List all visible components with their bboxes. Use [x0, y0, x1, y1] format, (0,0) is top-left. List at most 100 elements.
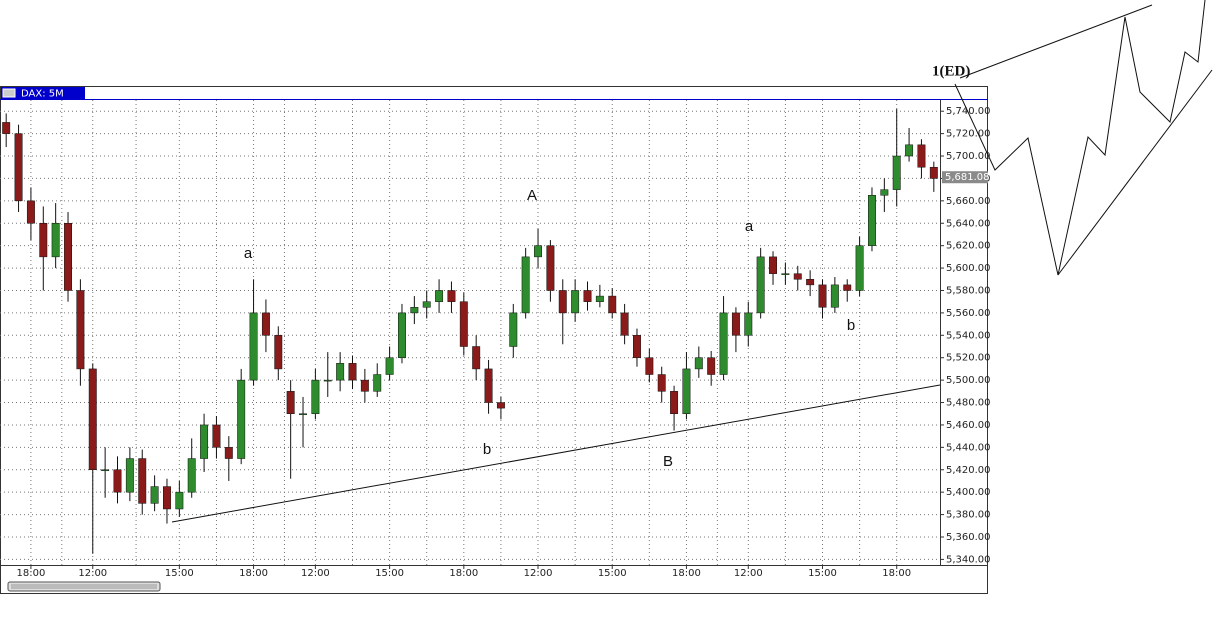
candle-body — [14, 133, 23, 202]
candle-body — [719, 312, 728, 375]
candle-body — [645, 357, 654, 375]
candle-body — [682, 368, 691, 414]
wave-annotation: b — [847, 317, 855, 334]
candle-body — [595, 295, 604, 302]
y-tick-label: 5,360.00 — [946, 532, 991, 543]
wave-upper-line — [959, 4, 1153, 79]
y-tick-label: 5,480.00 — [946, 398, 991, 409]
candle-body — [929, 166, 938, 179]
wave-annotation: A — [527, 187, 537, 204]
tab-icon — [2, 88, 16, 98]
candle-body — [212, 424, 221, 448]
candle-body — [187, 458, 196, 493]
x-tick-label: 18:00 — [17, 568, 46, 579]
y-tick-label: 5,400.00 — [946, 487, 991, 498]
candle-body — [657, 374, 666, 392]
candle-body — [905, 144, 914, 157]
last-price-box — [942, 171, 988, 184]
y-tick-label: 5,380.00 — [946, 510, 991, 521]
candle-body — [521, 256, 530, 314]
candle-body — [410, 307, 419, 314]
candle-body — [348, 363, 357, 381]
wave-lower-line — [1057, 69, 1213, 276]
candle-body — [571, 290, 580, 314]
y-tick-label: 5,560.00 — [946, 308, 991, 319]
candle-body — [855, 245, 864, 291]
candle-body — [509, 312, 518, 347]
x-tick-label: 15:00 — [375, 568, 404, 579]
wave-annotation: B — [663, 453, 673, 470]
candle-body — [472, 346, 481, 370]
x-tick-label: 12:00 — [524, 568, 553, 579]
y-tick-label: 5,720.00 — [946, 129, 991, 140]
tab[interactable] — [1, 87, 85, 99]
candle-body — [138, 458, 147, 504]
y-tick-label: 5,740.00 — [946, 106, 991, 117]
y-tick-label: 5,600.00 — [946, 263, 991, 274]
chart-frame — [0, 86, 988, 594]
candle-body — [534, 245, 542, 258]
candle-body — [249, 312, 258, 381]
x-tick-label: 12:00 — [301, 568, 330, 579]
candle-body — [286, 391, 295, 414]
candle-body — [2, 122, 11, 134]
candle-body — [323, 379, 332, 382]
candle-body — [818, 284, 827, 308]
candle-body — [546, 245, 555, 291]
candle-body — [583, 290, 592, 302]
x-tick-label: 18:00 — [672, 568, 701, 579]
candle-body — [781, 273, 790, 275]
y-tick-label: 5,540.00 — [946, 330, 991, 341]
candle-body — [756, 256, 765, 314]
candle-body — [707, 357, 716, 375]
candle-body — [558, 290, 567, 314]
candle-body — [917, 144, 926, 168]
y-tick-label: 5,440.00 — [946, 442, 991, 453]
candle-body — [620, 312, 629, 336]
candle-body — [51, 223, 60, 258]
candle-body — [496, 402, 505, 409]
last-price-label: 5,681.08 — [945, 172, 990, 183]
candle-body — [459, 301, 468, 347]
candle-body — [88, 368, 97, 471]
candle-body — [64, 223, 72, 291]
y-tick-label: 5,460.00 — [946, 420, 991, 431]
candle-body — [101, 469, 110, 472]
candle-body — [175, 491, 184, 510]
candle-body — [385, 357, 394, 375]
x-tick-label: 15:00 — [165, 568, 194, 579]
candle-body — [892, 155, 901, 190]
candle-body — [435, 290, 444, 302]
x-tick-label: 12:00 — [734, 568, 763, 579]
candle-body — [422, 301, 431, 308]
candle-body — [311, 379, 320, 414]
candle-body — [26, 200, 35, 224]
chart-title: DAX: 5M — [21, 89, 64, 100]
candle-body — [398, 312, 406, 358]
y-tick-label: 5,700.00 — [946, 151, 991, 162]
x-tick-label: 18:00 — [449, 568, 478, 579]
candle-body — [744, 312, 753, 336]
candle-body — [670, 391, 679, 414]
candle-body — [39, 223, 48, 258]
candle-body — [237, 379, 246, 459]
wave-label: 1(ED) — [932, 63, 970, 79]
y-tick-label: 5,340.00 — [946, 554, 991, 565]
y-tick-label: 5,500.00 — [946, 375, 991, 386]
candle-body — [125, 458, 134, 493]
trend-line — [171, 384, 941, 523]
candle-body — [806, 279, 815, 286]
candle-body — [830, 284, 839, 308]
candle-body — [793, 273, 802, 280]
wave-annotation: b — [483, 441, 491, 458]
y-tick-label: 5,520.00 — [946, 353, 991, 364]
candle-body — [274, 335, 283, 370]
candle-body — [261, 312, 270, 336]
candle-body — [113, 469, 122, 493]
candle-body — [299, 413, 307, 415]
candle-body — [447, 290, 456, 302]
candle-body — [484, 368, 493, 403]
wave-path — [954, 0, 1206, 276]
scrollbar-thumb[interactable] — [11, 584, 157, 589]
